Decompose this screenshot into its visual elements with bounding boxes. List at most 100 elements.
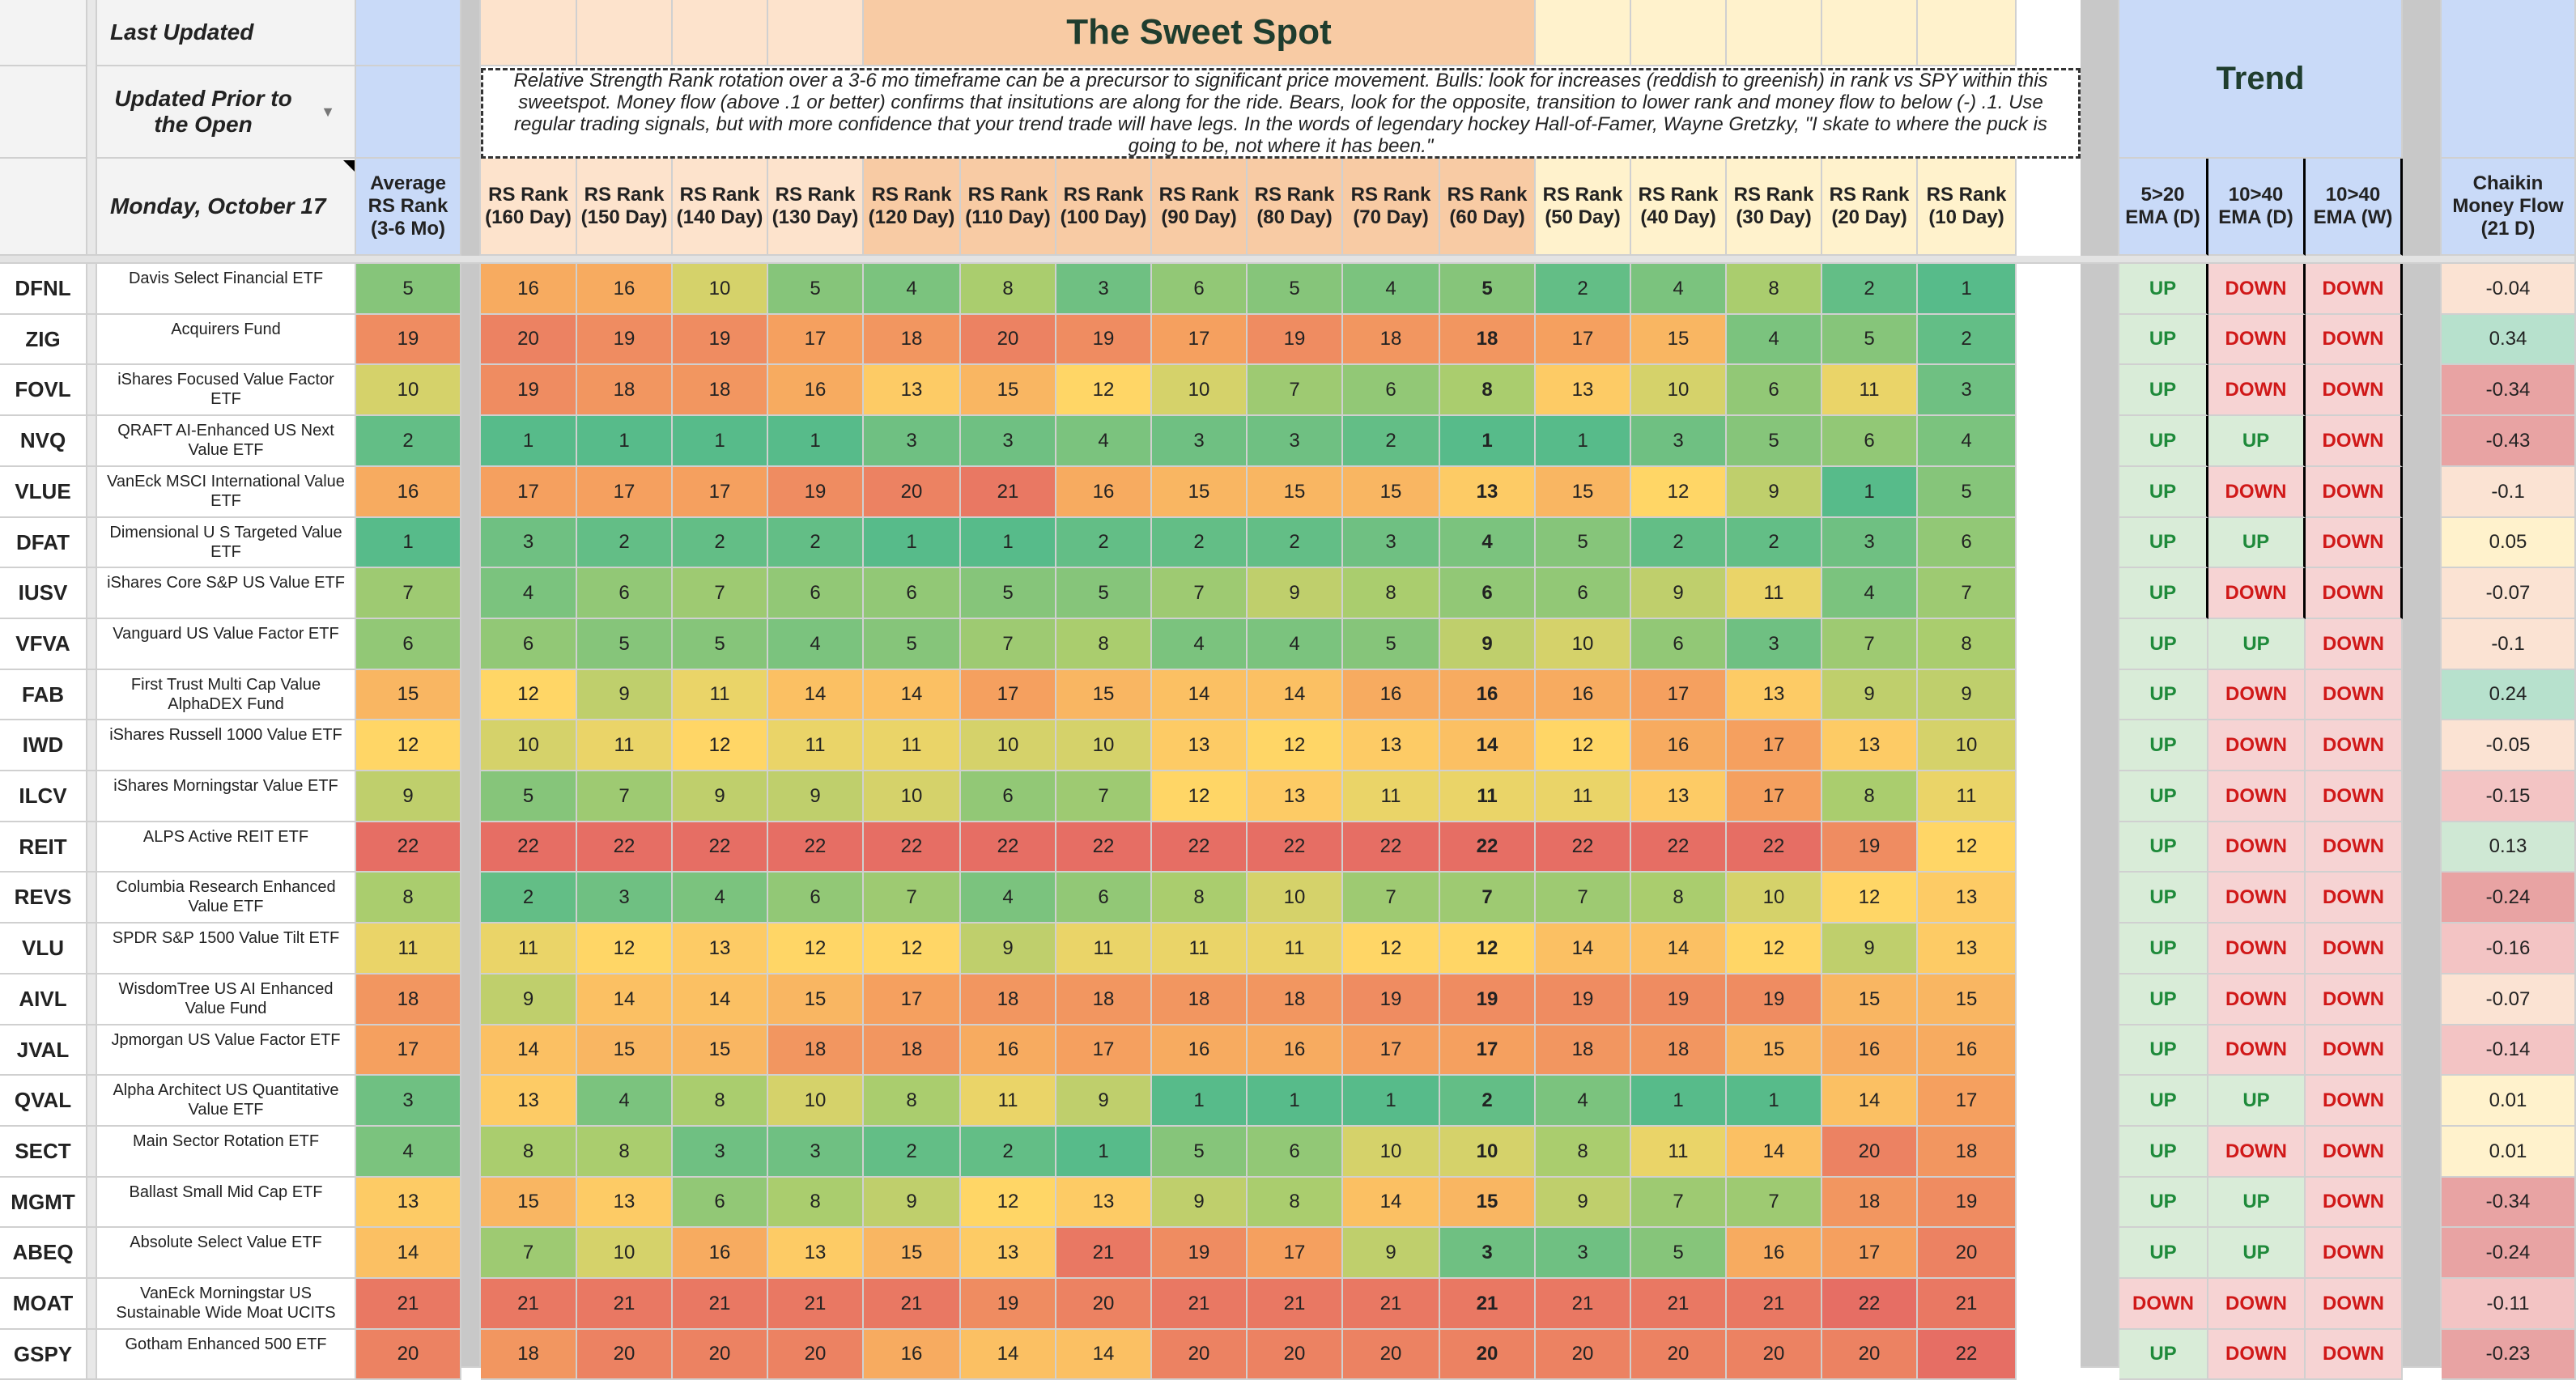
rs-rank-cell: 14 [1440,720,1536,771]
rs-rank-header: RS Rank (20 Day) [1822,159,1918,256]
rs-rank-header: RS Rank (80 Day) [1248,159,1343,256]
trend-ema-header: 10>40 EMA (D) [2208,159,2306,256]
fund-name-cell: SPDR S&P 1500 Value Tilt ETF [97,924,356,974]
rs-rank-cell: 12 [673,720,768,771]
rs-rank-cell: 18 [481,1330,577,1380]
rs-rank-cell: 5 [1918,467,2017,518]
fund-name-cell: ALPS Active REIT ETF [97,822,356,873]
trend-signal-cell: UP [2208,1178,2306,1228]
trend-signal-cell: UP [2119,518,2208,568]
rs-rank-cell: 22 [1727,822,1822,873]
rs-rank-cell: 10 [1440,1127,1536,1178]
rs-rank-cell: 4 [1918,416,2017,467]
gap-column [87,264,97,315]
gap-column [87,873,97,924]
rs-rank-cell: 7 [481,1228,577,1279]
dropdown-arrow-icon[interactable]: ▼ [321,104,335,120]
trend-signal-cell: DOWN [2306,619,2403,670]
rs-rank-cell: 16 [864,1330,961,1380]
chaikin-money-flow-cell: 0.34 [2442,315,2576,365]
ticker-cell: AIVL [0,974,87,1025]
rs-rank-cell: 20 [1536,1330,1631,1380]
rs-rank-cell: 7 [1631,1178,1727,1228]
rs-rank-cell: 3 [1248,416,1343,467]
chaikin-money-flow-cell: -0.23 [2442,1330,2576,1380]
gap-column [87,1279,97,1330]
rs-rank-cell: 13 [1343,720,1440,771]
rs-rank-cell: 16 [768,365,864,416]
rs-rank-cell: 16 [1536,670,1631,720]
rs-rank-cell: 5 [961,568,1056,619]
rs-rank-cell: 17 [1440,1025,1536,1076]
avg-rank-cell: 5 [356,264,461,315]
rs-rank-cell: 19 [1343,974,1440,1025]
trend-signal-cell: DOWN [2208,873,2306,924]
rs-rank-cell: 13 [1822,720,1918,771]
rs-rank-cell: 20 [481,315,577,365]
rs-rank-cell: 5 [1727,416,1822,467]
trend-signal-cell: UP [2119,619,2208,670]
trend-signal-cell: UP [2119,822,2208,873]
rs-rank-cell: 16 [577,264,673,315]
rs-rank-cell: 5 [1056,568,1152,619]
rs-rank-cell: 2 [1822,264,1918,315]
rs-rank-cell: 21 [864,1279,961,1330]
trend-signal-cell: UP [2119,1076,2208,1127]
rs-rank-cell: 13 [673,924,768,974]
avg-rank-cell: 20 [356,1330,461,1380]
gap-column [2081,0,2119,1368]
rs-rank-cell: 21 [1536,1279,1631,1330]
rs-rank-cell: 15 [1918,974,2017,1025]
rs-rank-cell: 13 [1248,771,1343,822]
rs-rank-cell: 9 [481,974,577,1025]
avg-rank-cell: 2 [356,416,461,467]
rs-rank-cell: 22 [481,822,577,873]
avg-rank-cell: 4 [356,1127,461,1178]
rs-rank-cell: 14 [1056,1330,1152,1380]
rs-rank-cell: 10 [1536,619,1631,670]
rs-rank-cell: 15 [1631,315,1727,365]
rs-rank-cell: 1 [1536,416,1631,467]
trend-signal-cell: DOWN [2208,1127,2306,1178]
rs-rank-cell: 4 [1536,1076,1631,1127]
rs-rank-cell: 3 [1822,518,1918,568]
rs-rank-cell: 2 [481,873,577,924]
rs-rank-cell: 9 [1343,1228,1440,1279]
rs-rank-cell: 20 [1727,1330,1822,1380]
trend-signal-cell: DOWN [2208,771,2306,822]
fund-name-cell: Jpmorgan US Value Factor ETF [97,1025,356,1076]
ticker-cell: MOAT [0,1279,87,1330]
fund-name-cell: Alpha Architect US Quantitative Value ET… [97,1076,356,1127]
rank-header-top [768,0,864,66]
rs-rank-cell: 17 [1727,720,1822,771]
gap-column [87,619,97,670]
rs-rank-cell: 14 [864,670,961,720]
rs-rank-cell: 18 [1343,315,1440,365]
avg-rank-cell: 8 [356,873,461,924]
ticker-cell: JVAL [0,1025,87,1076]
rs-rank-cell: 13 [1440,467,1536,518]
rs-rank-cell: 10 [961,720,1056,771]
trend-signal-cell: DOWN [2119,1279,2208,1330]
update-status-dropdown[interactable]: Updated Prior to the Open ▼ [97,66,356,159]
ticker-cell: NVQ [0,416,87,467]
trend-signal-cell: DOWN [2208,365,2306,416]
ticker-cell: DFNL [0,264,87,315]
trend-signal-cell: DOWN [2306,1228,2403,1279]
fund-name-cell: VanEck MSCI International Value ETF [97,467,356,518]
avg-rank-cell: 22 [356,822,461,873]
avg-rank-cell: 7 [356,568,461,619]
trend-signal-cell: DOWN [2306,568,2403,619]
rs-rank-cell: 8 [1440,365,1536,416]
gap-column [87,315,97,365]
rs-rank-cell: 19 [577,315,673,365]
rs-rank-cell: 18 [673,365,768,416]
rs-rank-cell: 3 [1440,1228,1536,1279]
rs-rank-cell: 3 [673,1127,768,1178]
rs-rank-cell: 21 [577,1279,673,1330]
rs-rank-cell: 1 [481,416,577,467]
rs-rank-header: RS Rank (70 Day) [1343,159,1440,256]
rs-rank-header: RS Rank (110 Day) [961,159,1056,256]
trend-signal-cell: DOWN [2208,822,2306,873]
rs-rank-cell: 18 [1152,974,1248,1025]
